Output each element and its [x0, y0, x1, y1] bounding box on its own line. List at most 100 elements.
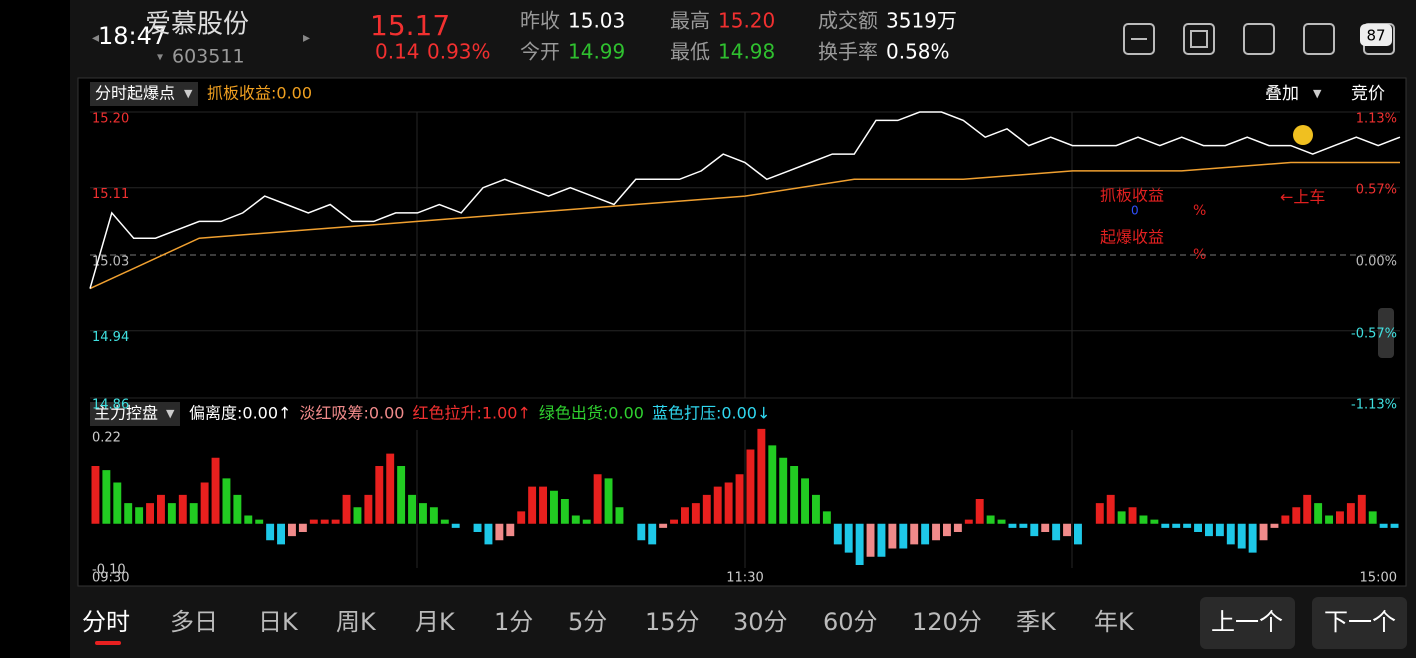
histogram-bar	[528, 486, 537, 524]
stat-label: 最高	[670, 9, 710, 33]
histogram-bar	[615, 507, 624, 524]
histogram-bar	[921, 523, 930, 545]
histogram-bar	[571, 515, 580, 524]
stat-value: 14.99	[568, 40, 625, 64]
tab[interactable]: 周K	[336, 608, 377, 636]
nav-label[interactable]: 下一个	[1324, 608, 1396, 636]
histogram-bar	[1128, 507, 1137, 524]
nav-label[interactable]: 上一个	[1211, 608, 1283, 636]
tab[interactable]: 15分	[645, 608, 700, 636]
histogram-bar	[124, 503, 133, 524]
tab[interactable]: 分时	[82, 608, 130, 636]
stat-label: 最低	[670, 40, 710, 64]
toolbar-icons[interactable]	[1123, 23, 1395, 55]
sub-legend: 绿色出货:0.00	[539, 404, 644, 423]
pct-tick-label: 0.57%	[1356, 182, 1397, 197]
pct-tick-label: -0.57%	[1351, 327, 1397, 342]
histogram-bar	[1281, 515, 1290, 524]
sub-tick-label: 0.22	[92, 431, 121, 446]
histogram-bar	[964, 519, 973, 524]
histogram-bar	[440, 519, 449, 524]
sub-indicator-box[interactable]	[90, 402, 180, 426]
histogram-bar	[844, 523, 853, 553]
tab[interactable]: 120分	[912, 608, 982, 636]
sub-indicator-name[interactable]: 主力控盘	[94, 404, 158, 423]
price-tick-label: 15.20	[92, 112, 129, 127]
code-caret: ▾	[157, 50, 163, 64]
histogram-bar	[1237, 523, 1246, 549]
histogram-bar	[386, 453, 395, 524]
histogram-bar	[1336, 511, 1344, 524]
indicator-box[interactable]	[90, 82, 198, 106]
histogram-bar	[1030, 523, 1039, 537]
stock-name: 爱慕股份	[145, 10, 249, 40]
histogram-bar	[1368, 511, 1377, 524]
tab[interactable]: 年K	[1094, 608, 1135, 636]
histogram-bar	[1259, 523, 1268, 541]
change-pct: 0.93%	[427, 40, 491, 64]
tab[interactable]: 月K	[415, 608, 456, 636]
histogram-bar	[451, 523, 460, 528]
histogram-bar	[113, 482, 122, 524]
histogram-bar	[604, 478, 613, 524]
prev-arrow[interactable]: ◂	[92, 30, 99, 46]
histogram-bar	[1357, 494, 1366, 524]
tab[interactable]: 60分	[823, 608, 878, 636]
histogram-bar	[167, 503, 176, 524]
status-time: 18:47	[98, 22, 167, 50]
histogram-bar	[1346, 503, 1355, 524]
price-tick-label: 14.94	[92, 330, 129, 345]
nav-button[interactable]	[1200, 597, 1295, 649]
change: 0.14	[375, 40, 420, 64]
stat-value: 14.98	[718, 40, 775, 64]
histogram-bar	[724, 482, 733, 524]
histogram-bar	[309, 519, 318, 524]
histogram-bar	[1150, 519, 1159, 524]
tab[interactable]: 季K	[1016, 608, 1057, 636]
tab[interactable]: 5分	[568, 608, 607, 636]
histogram-bar	[419, 503, 427, 524]
nav-button[interactable]	[1312, 597, 1407, 649]
histogram-bar	[822, 511, 831, 524]
histogram-bar	[768, 445, 777, 524]
histogram-bar	[1172, 523, 1181, 528]
tab[interactable]: 日K	[258, 608, 299, 636]
histogram-bar	[189, 503, 198, 524]
histogram-bar	[397, 466, 406, 524]
histogram-bar	[1248, 523, 1257, 553]
histogram-bar	[899, 523, 908, 549]
histogram-bar	[560, 499, 569, 524]
next-arrow[interactable]: ▸	[303, 30, 310, 46]
caret: ▼	[184, 87, 193, 100]
indicator-name[interactable]: 分时起爆点	[95, 84, 175, 103]
histogram-bar	[364, 494, 373, 524]
histogram-bar	[1063, 523, 1071, 537]
stat-value: 15.20	[718, 9, 775, 33]
histogram-bar	[1019, 523, 1028, 528]
histogram-bar	[670, 519, 678, 524]
histogram-bar	[1226, 523, 1235, 545]
histogram-bar	[1292, 507, 1301, 524]
battery-level: 87	[1366, 27, 1385, 45]
histogram-bar	[484, 523, 493, 545]
sub-legend: 蓝色打压:0.00↓	[652, 404, 770, 423]
histogram-bar	[1052, 523, 1061, 541]
histogram-bar	[1390, 523, 1399, 528]
annotation: %	[1193, 247, 1206, 263]
stat-value: 15.03	[568, 9, 625, 33]
pct-tick-label: 0.00%	[1356, 255, 1397, 270]
tab[interactable]: 1分	[494, 608, 533, 636]
histogram-bar	[266, 523, 275, 541]
auction-button[interactable]: 竞价	[1351, 84, 1385, 104]
scroll-handle[interactable]	[1378, 308, 1394, 358]
overlay-button[interactable]: 叠加	[1265, 84, 1299, 104]
histogram-bar	[691, 503, 700, 524]
histogram-bar	[713, 486, 722, 524]
histogram-bar	[1139, 515, 1148, 524]
tab[interactable]: 多日	[170, 608, 218, 636]
stat-label: 成交额	[818, 9, 878, 33]
histogram-bar	[288, 523, 296, 537]
tab[interactable]: 30分	[733, 608, 788, 636]
histogram-bar	[244, 515, 253, 524]
